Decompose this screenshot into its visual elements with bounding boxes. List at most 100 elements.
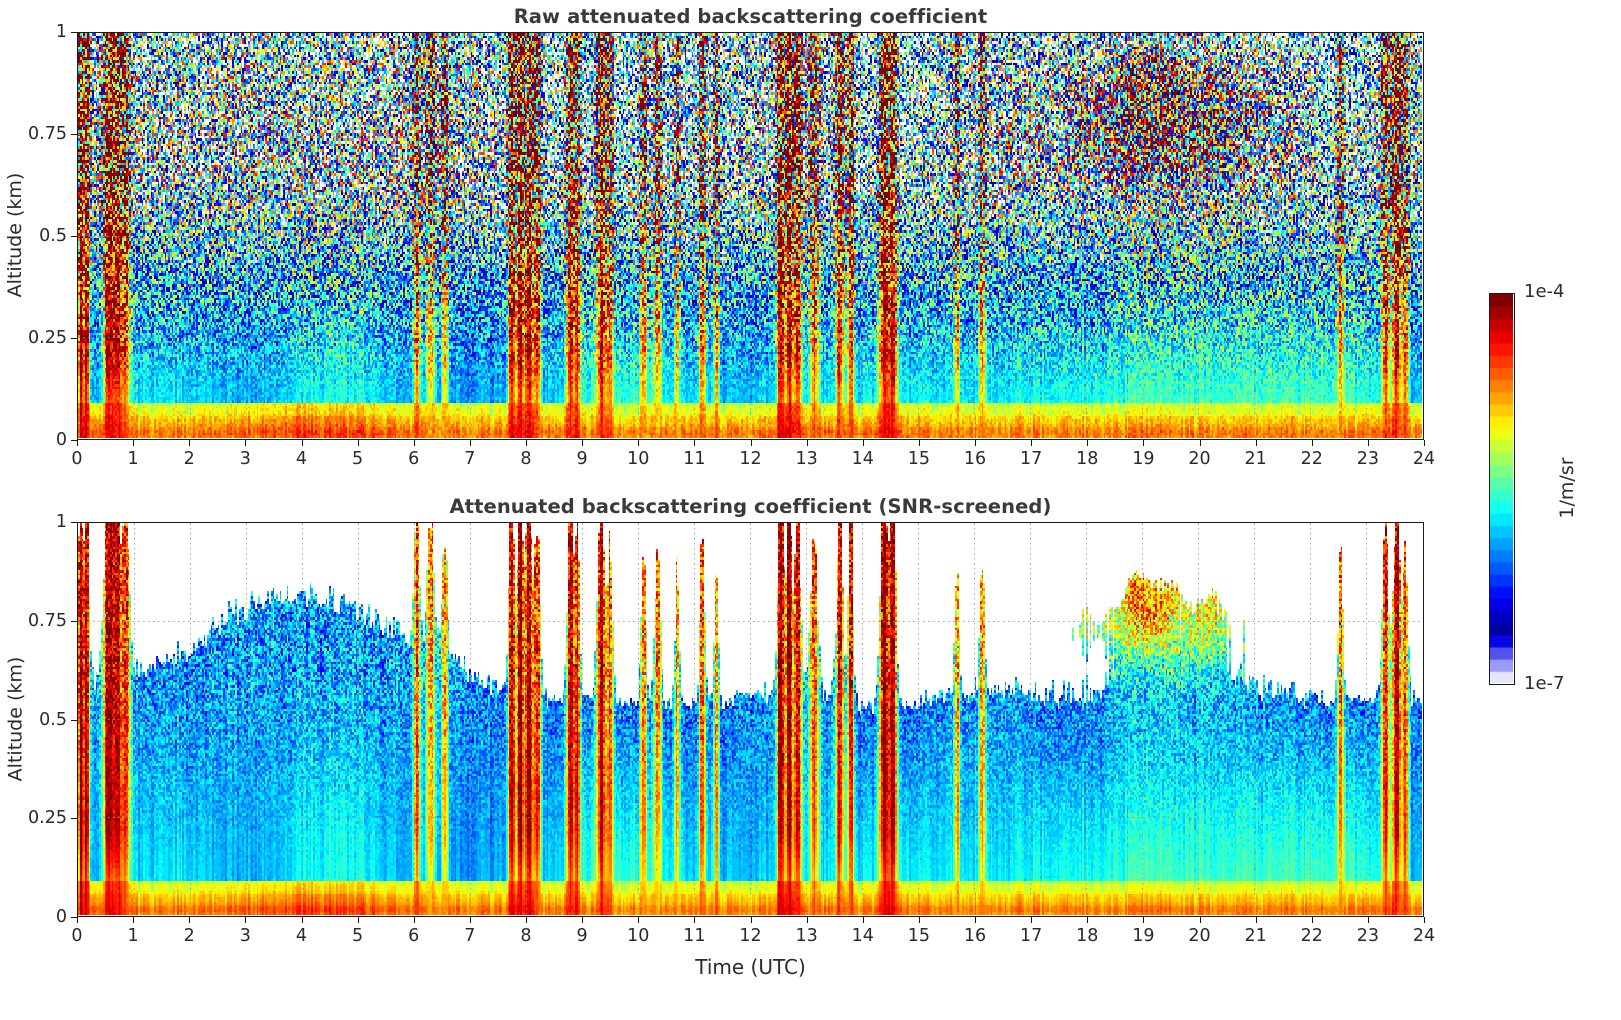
x-tick-label: 23 [1356, 926, 1380, 946]
panel-screened-y-axis-label: Altitude (km) [4, 656, 26, 781]
x-tick-label: 7 [464, 926, 476, 946]
x-tick-label: 21 [1244, 449, 1267, 469]
x-tick-mark [1255, 440, 1257, 446]
x-tick-mark [1424, 917, 1425, 923]
x-tick-label: 22 [1300, 449, 1323, 469]
y-tick-mark [71, 134, 77, 135]
x-tick-label: 4 [295, 926, 308, 946]
x-tick-label: 6 [408, 926, 420, 946]
x-tick-mark [1311, 917, 1313, 923]
colorbar-min-label: 1e-7 [1524, 673, 1565, 694]
y-tick-mark [71, 620, 77, 622]
x-tick-label: 2 [183, 449, 195, 469]
x-tick-label: 4 [295, 449, 308, 469]
x-tick-label: 0 [71, 449, 83, 469]
x-axis-label: Time (UTC) [695, 955, 806, 979]
y-tick-label: 0.25 [28, 328, 67, 348]
y-tick-label: 0 [55, 430, 67, 450]
x-tick-label: 3 [239, 926, 251, 946]
x-tick-mark [1143, 917, 1145, 923]
colorbar-canvas [1490, 294, 1513, 683]
panel-raw-plot-area[interactable] [77, 32, 1424, 440]
x-tick-mark [694, 440, 696, 446]
x-tick-label: 10 [627, 926, 650, 946]
y-tick-label: 0.75 [28, 610, 67, 631]
x-tick-mark [245, 440, 247, 446]
x-tick-mark [133, 917, 135, 923]
y-tick-mark [71, 917, 77, 918]
y-tick-mark [71, 440, 77, 441]
x-tick-mark [189, 917, 191, 923]
x-tick-label: 13 [795, 449, 818, 469]
y-tick-mark [71, 338, 77, 339]
panel-raw-heatmap-canvas [78, 33, 1422, 438]
x-tick-label: 21 [1244, 926, 1267, 946]
x-tick-label: 12 [739, 926, 762, 946]
x-tick-mark [582, 917, 584, 923]
x-tick-mark [1199, 917, 1201, 923]
x-tick-mark [975, 440, 976, 446]
x-tick-mark [245, 917, 247, 923]
x-tick-label: 6 [408, 449, 420, 469]
x-tick-mark [1031, 917, 1033, 923]
x-tick-mark [638, 917, 640, 923]
y-tick-label: 0.25 [28, 808, 67, 829]
x-tick-mark [806, 440, 808, 446]
x-tick-label: 10 [627, 449, 650, 469]
x-tick-label: 5 [352, 449, 364, 469]
x-tick-mark [582, 440, 584, 446]
x-tick-label: 15 [907, 926, 931, 946]
x-tick-mark [1087, 917, 1089, 923]
x-tick-label: 18 [1076, 449, 1099, 469]
x-tick-mark [301, 440, 303, 446]
x-tick-label: 1 [127, 926, 139, 946]
x-tick-label: 14 [851, 449, 874, 469]
x-tick-mark [77, 440, 78, 446]
x-tick-mark [1424, 440, 1425, 446]
x-tick-label: 11 [683, 926, 706, 946]
x-tick-label: 15 [907, 449, 931, 469]
x-tick-label: 24 [1412, 449, 1436, 469]
x-tick-label: 7 [464, 449, 476, 469]
x-tick-label: 1 [127, 449, 139, 469]
x-tick-mark [638, 440, 640, 446]
x-tick-label: 8 [520, 926, 532, 946]
x-tick-label: 14 [851, 926, 874, 946]
x-tick-mark [301, 917, 303, 923]
x-tick-label: 9 [576, 926, 588, 946]
panel-screened-heatmap-canvas [78, 523, 1422, 915]
x-tick-label: 16 [963, 926, 987, 946]
panel-screened-title: Attenuated backscattering coefficient (S… [449, 495, 1052, 518]
y-tick-mark [71, 236, 77, 237]
x-tick-label: 19 [1132, 449, 1155, 469]
x-tick-mark [1311, 440, 1313, 446]
x-tick-label: 9 [576, 449, 588, 469]
y-tick-mark [71, 32, 77, 33]
colorbar-unit-label: 1/m/sr [1556, 457, 1578, 519]
x-tick-mark [1367, 440, 1369, 446]
x-tick-mark [77, 917, 78, 923]
x-tick-mark [357, 440, 359, 446]
x-tick-label: 3 [239, 449, 251, 469]
x-tick-label: 22 [1300, 926, 1323, 946]
y-tick-label: 0.5 [39, 226, 67, 246]
x-tick-label: 12 [739, 449, 762, 469]
x-tick-mark [1087, 440, 1089, 446]
x-tick-mark [750, 917, 752, 923]
x-tick-mark [357, 917, 359, 923]
x-tick-mark [806, 917, 808, 923]
y-tick-mark [71, 522, 77, 523]
colorbar-max-label: 1e-4 [1524, 281, 1565, 302]
x-tick-label: 0 [71, 926, 83, 946]
x-tick-mark [526, 440, 527, 446]
x-tick-label: 20 [1188, 449, 1211, 469]
y-tick-label: 1 [55, 22, 67, 42]
x-tick-mark [526, 917, 527, 923]
x-tick-label: 24 [1412, 926, 1436, 946]
x-tick-label: 8 [520, 449, 532, 469]
colorbar-gradient [1489, 293, 1515, 685]
panel-screened-plot-area[interactable] [77, 522, 1424, 917]
x-tick-mark [469, 440, 471, 446]
x-tick-mark [189, 440, 191, 446]
